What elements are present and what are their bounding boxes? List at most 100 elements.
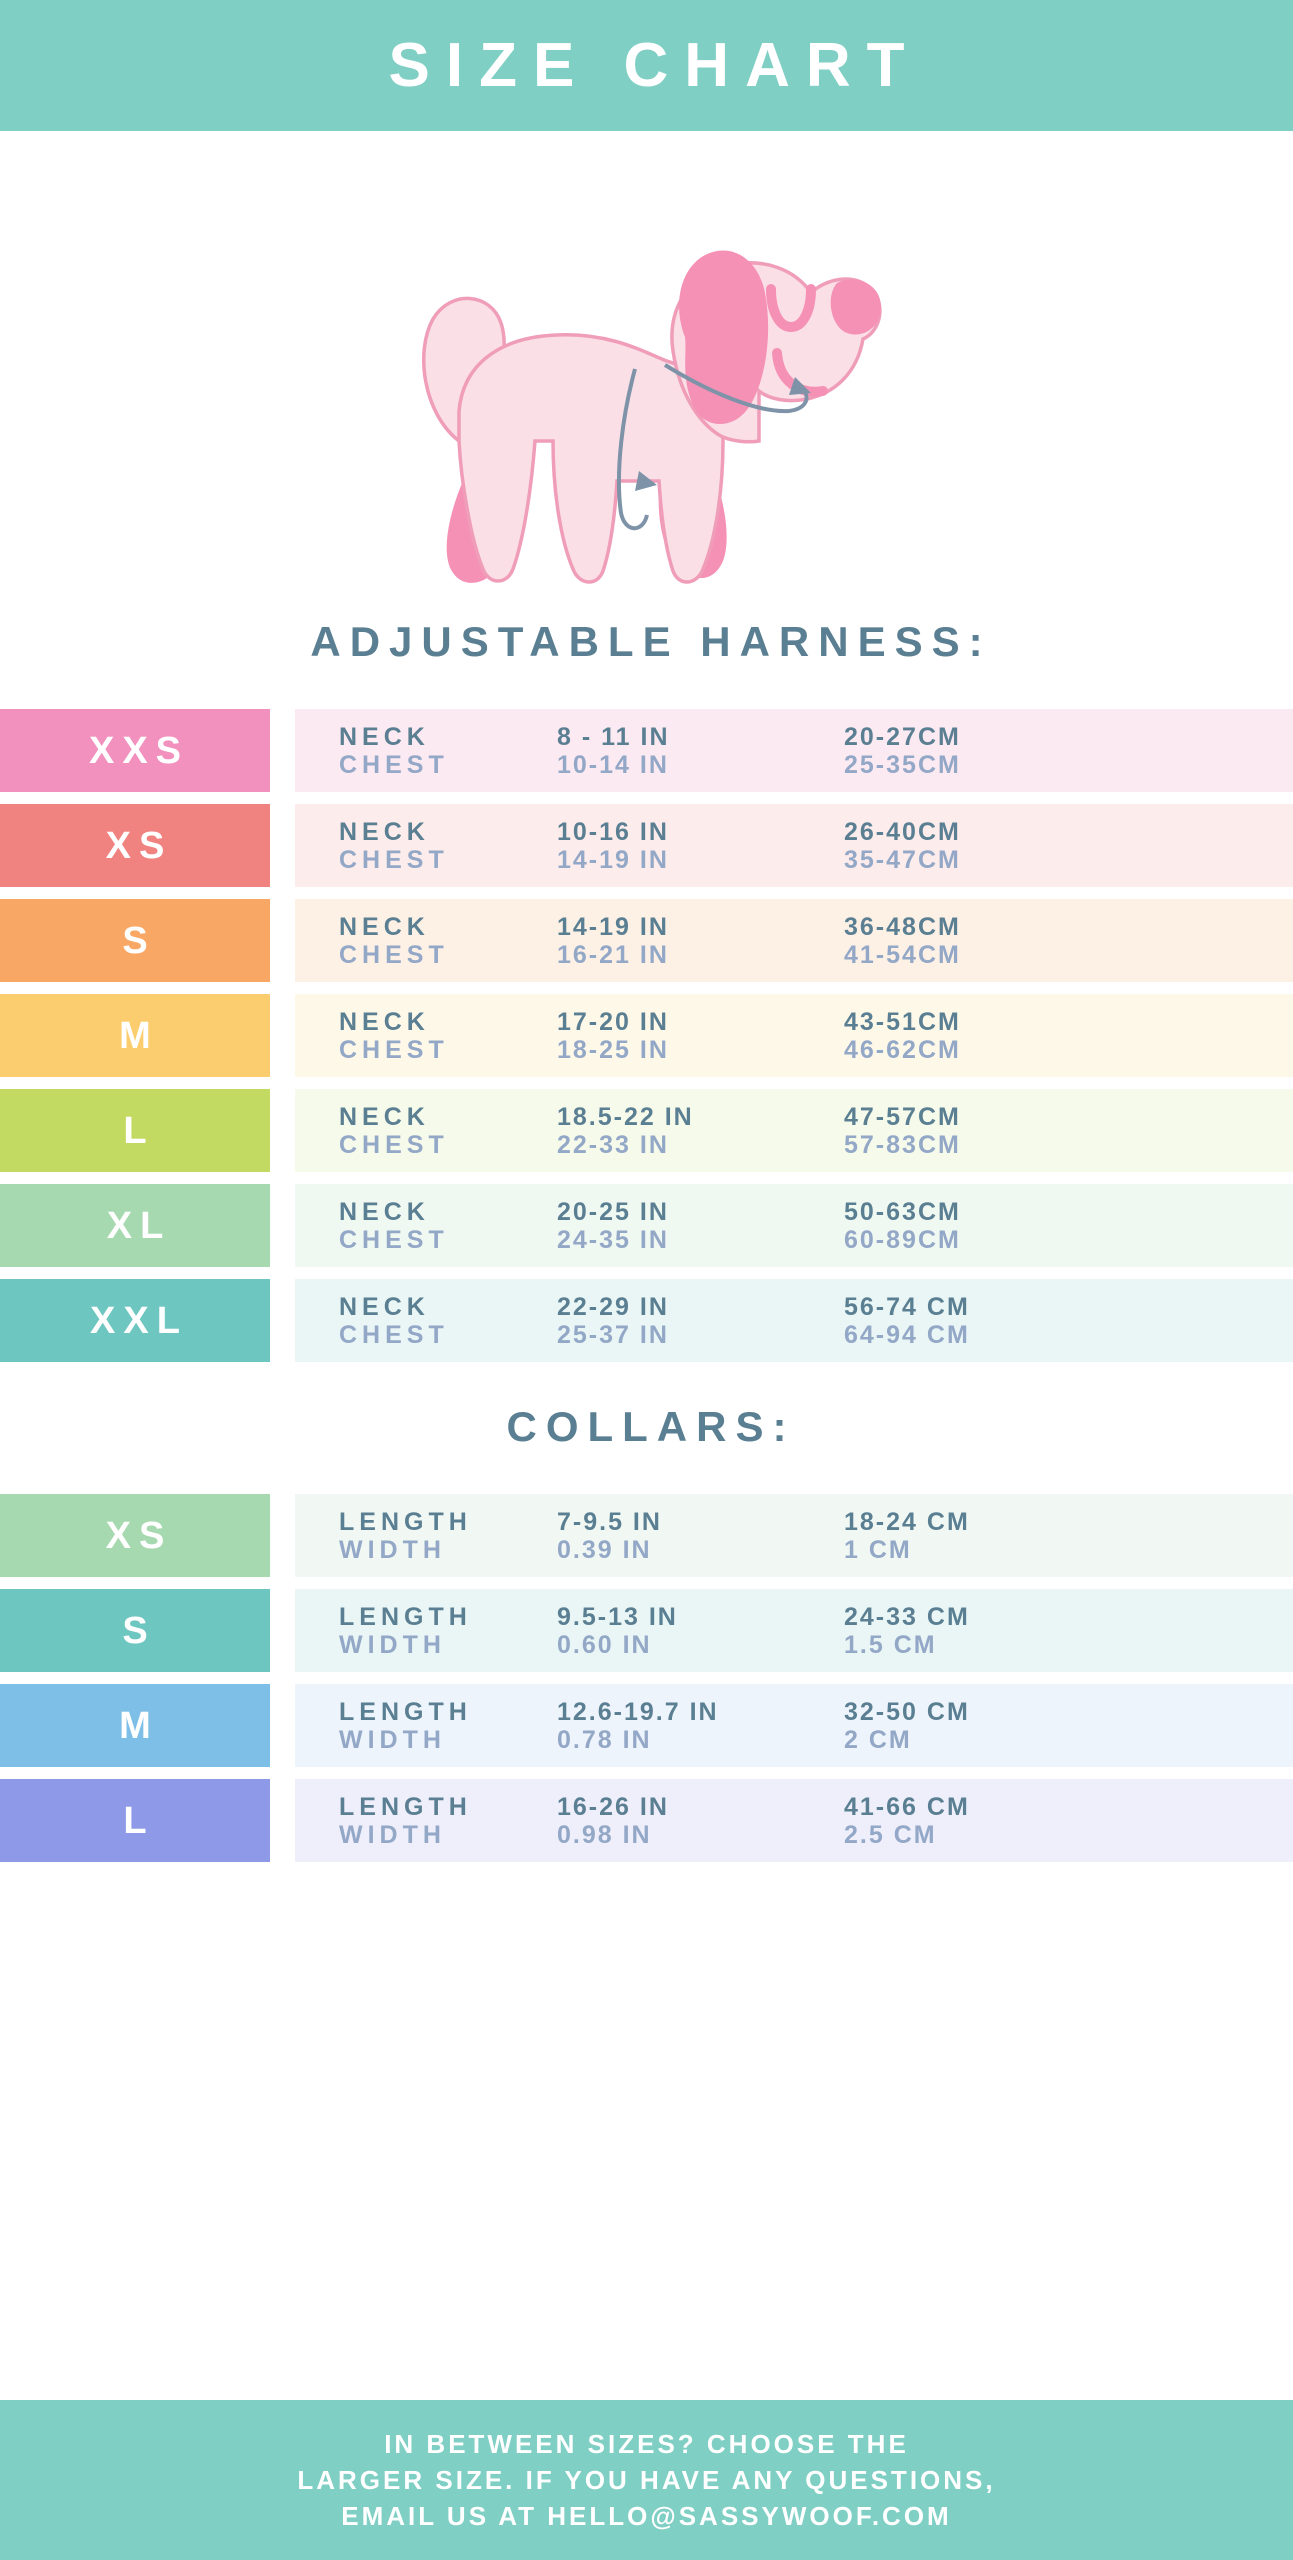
measurement-inches: 16-21 IN — [557, 940, 669, 969]
measurement-row-primary: LENGTH 9.5-13 IN 24-33 CM — [339, 1603, 1293, 1631]
size-badge: L — [0, 1779, 270, 1862]
measurement-label: WIDTH — [339, 1535, 446, 1564]
measurement-label: NECK — [339, 1102, 430, 1131]
measurement-centimeters: 2 CM — [844, 1725, 912, 1754]
measurement-centimeters: 20-27CM — [844, 722, 961, 751]
measurement-row-primary: NECK 10-16 IN 26-40CM — [339, 818, 1293, 846]
measurement-inches: 24-35 IN — [557, 1225, 669, 1254]
measurement-group: NECK 8 - 11 IN 20-27CM CHEST 10-14 IN 25-35CM — [295, 709, 1293, 792]
measurement-inches: 7-9.5 IN — [557, 1507, 662, 1536]
size-row: XL NECK 20-25 IN 50-63CM CHEST 24-35 IN 60-89C… — [0, 1184, 1293, 1267]
measurement-inches: 0.39 IN — [557, 1535, 652, 1564]
measurement-inches: 12.6-19.7 IN — [557, 1697, 719, 1726]
measurement-row-secondary: WIDTH 0.98 IN 2.5 CM — [339, 1821, 1293, 1849]
measurement-label: CHEST — [339, 845, 449, 874]
measurement-row-secondary: CHEST 10-14 IN 25-35CM — [339, 751, 1293, 779]
measurement-label: CHEST — [339, 940, 449, 969]
measurement-row-primary: LENGTH 7-9.5 IN 18-24 CM — [339, 1508, 1293, 1536]
measurement-row-primary: NECK 17-20 IN 43-51CM — [339, 1008, 1293, 1036]
measurement-centimeters: 57-83CM — [844, 1130, 961, 1159]
size-badge: XL — [0, 1184, 270, 1267]
measurement-group: LENGTH 7-9.5 IN 18-24 CM WIDTH 0.39 IN 1 CM — [295, 1494, 1293, 1577]
size-badge: L — [0, 1089, 270, 1172]
measurement-row-secondary: CHEST 14-19 IN 35-47CM — [339, 846, 1293, 874]
measurement-group: NECK 14-19 IN 36-48CM CHEST 16-21 IN 41-54CM — [295, 899, 1293, 982]
measurement-centimeters: 1 CM — [844, 1535, 912, 1564]
measurement-centimeters: 60-89CM — [844, 1225, 961, 1254]
size-badge: M — [0, 994, 270, 1077]
measurement-inches: 8 - 11 IN — [557, 722, 670, 751]
measurement-label: NECK — [339, 1007, 430, 1036]
measurement-label: CHEST — [339, 750, 449, 779]
measurement-label: WIDTH — [339, 1630, 446, 1659]
size-row: S LENGTH 9.5-13 IN 24-33 CM WIDTH 0.60 IN 1.5 … — [0, 1589, 1293, 1672]
measurement-group: LENGTH 12.6-19.7 IN 32-50 CM WIDTH 0.78 IN 2 … — [295, 1684, 1293, 1767]
footer-line: EMAIL US AT HELLO@SASSYWOOF.COM — [341, 2501, 952, 2531]
measurement-centimeters: 18-24 CM — [844, 1507, 970, 1536]
measurement-centimeters: 1.5 CM — [844, 1630, 937, 1659]
measurement-centimeters: 2.5 CM — [844, 1820, 937, 1849]
measurement-centimeters: 24-33 CM — [844, 1602, 970, 1631]
measurement-label: NECK — [339, 912, 430, 941]
measurement-label: CHEST — [339, 1035, 449, 1064]
measurement-row-primary: NECK 14-19 IN 36-48CM — [339, 913, 1293, 941]
measurement-row-secondary: CHEST 24-35 IN 60-89CM — [339, 1226, 1293, 1254]
harness-size-table: XXS NECK 8 - 11 IN 20-27CM CHEST 10-14 IN 25-3… — [0, 709, 1293, 1362]
measurement-label: LENGTH — [339, 1602, 472, 1631]
measurement-group: NECK 18.5-22 IN 47-57CM CHEST 22-33 IN 57-83C… — [295, 1089, 1293, 1172]
measurement-inches: 0.60 IN — [557, 1630, 652, 1659]
page-header-band: SIZE CHART — [0, 0, 1293, 131]
measurement-label: CHEST — [339, 1130, 449, 1159]
measurement-centimeters: 35-47CM — [844, 845, 961, 874]
size-badge: M — [0, 1684, 270, 1767]
measurement-inches: 18.5-22 IN — [557, 1102, 694, 1131]
measurement-row-primary: NECK 22-29 IN 56-74 CM — [339, 1293, 1293, 1321]
dog-illustration-container — [0, 131, 1293, 621]
collars-section-heading: COLLARS: — [506, 1403, 796, 1450]
measurement-group: NECK 10-16 IN 26-40CM CHEST 14-19 IN 35-47CM — [295, 804, 1293, 887]
measurement-inches: 0.98 IN — [557, 1820, 652, 1849]
measurement-row-primary: LENGTH 12.6-19.7 IN 32-50 CM — [339, 1698, 1293, 1726]
measurement-inches: 22-29 IN — [557, 1292, 669, 1321]
measurement-centimeters: 50-63CM — [844, 1197, 961, 1226]
measurement-inches: 16-26 IN — [557, 1792, 669, 1821]
size-badge: XXS — [0, 709, 270, 792]
measurement-label: NECK — [339, 1292, 430, 1321]
measurement-group: NECK 22-29 IN 56-74 CM CHEST 25-37 IN 64-94 C… — [295, 1279, 1293, 1362]
size-row: L LENGTH 16-26 IN 41-66 CM WIDTH 0.98 IN 2.5 C… — [0, 1779, 1293, 1862]
size-badge: S — [0, 899, 270, 982]
size-row: M NECK 17-20 IN 43-51CM CHEST 18-25 IN 46-62CM — [0, 994, 1293, 1077]
measurement-label: CHEST — [339, 1320, 449, 1349]
measurement-group: LENGTH 16-26 IN 41-66 CM WIDTH 0.98 IN 2.5 CM — [295, 1779, 1293, 1862]
measurement-centimeters: 46-62CM — [844, 1035, 961, 1064]
measurement-centimeters: 43-51CM — [844, 1007, 961, 1036]
measurement-group: NECK 17-20 IN 43-51CM CHEST 18-25 IN 46-62CM — [295, 994, 1293, 1077]
measurement-row-primary: NECK 20-25 IN 50-63CM — [339, 1198, 1293, 1226]
measurement-inches: 25-37 IN — [557, 1320, 669, 1349]
measurement-inches: 14-19 IN — [557, 912, 669, 941]
size-badge: S — [0, 1589, 270, 1672]
measurement-label: NECK — [339, 1197, 430, 1226]
measurement-label: LENGTH — [339, 1697, 472, 1726]
measurement-centimeters: 36-48CM — [844, 912, 961, 941]
measurement-label: LENGTH — [339, 1792, 472, 1821]
size-row: XXL NECK 22-29 IN 56-74 CM CHEST 25-37 IN 64-9… — [0, 1279, 1293, 1362]
measurement-centimeters: 32-50 CM — [844, 1697, 970, 1726]
size-row: XXS NECK 8 - 11 IN 20-27CM CHEST 10-14 IN 25-3… — [0, 709, 1293, 792]
measurement-label: NECK — [339, 817, 430, 846]
size-badge: XS — [0, 804, 270, 887]
measurement-row-primary: NECK 18.5-22 IN 47-57CM — [339, 1103, 1293, 1131]
measurement-inches: 9.5-13 IN — [557, 1602, 678, 1631]
measurement-row-secondary: CHEST 16-21 IN 41-54CM — [339, 941, 1293, 969]
measurement-row-secondary: CHEST 18-25 IN 46-62CM — [339, 1036, 1293, 1064]
measurement-label: WIDTH — [339, 1725, 446, 1754]
measurement-label: CHEST — [339, 1225, 449, 1254]
measurement-centimeters: 25-35CM — [844, 750, 961, 779]
measurement-group: LENGTH 9.5-13 IN 24-33 CM WIDTH 0.60 IN 1.5 C… — [295, 1589, 1293, 1672]
measurement-row-secondary: CHEST 25-37 IN 64-94 CM — [339, 1321, 1293, 1349]
size-badge: XS — [0, 1494, 270, 1577]
size-row: XS NECK 10-16 IN 26-40CM CHEST 14-19 IN 35-47C… — [0, 804, 1293, 887]
measurement-centimeters: 64-94 CM — [844, 1320, 970, 1349]
measurement-row-secondary: WIDTH 0.78 IN 2 CM — [339, 1726, 1293, 1754]
measurement-group: NECK 20-25 IN 50-63CM CHEST 24-35 IN 60-89CM — [295, 1184, 1293, 1267]
